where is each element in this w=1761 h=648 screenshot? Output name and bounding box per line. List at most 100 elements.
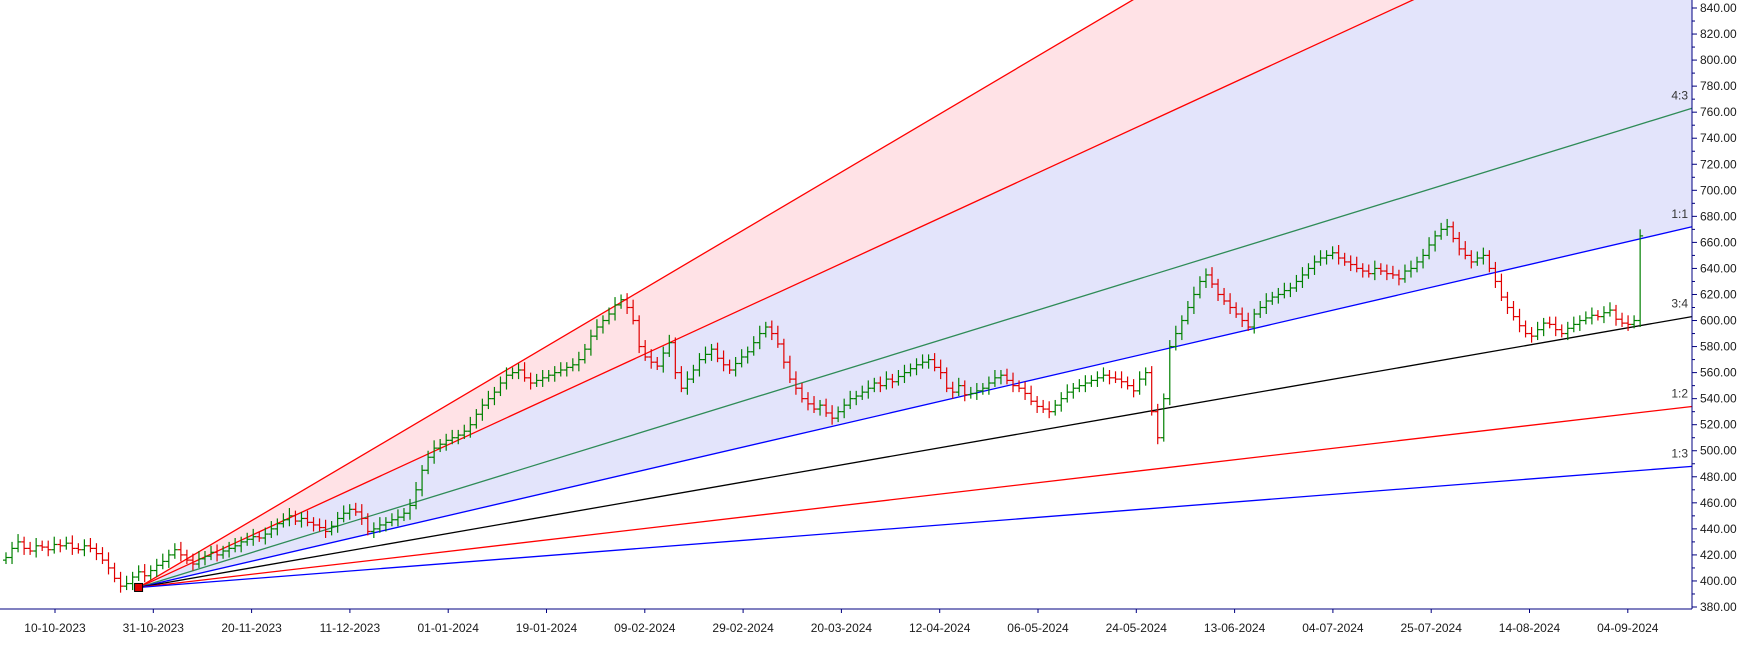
ohlc-bar bbox=[1347, 255, 1354, 272]
ohlc-bar bbox=[1196, 276, 1203, 299]
ohlc-bar bbox=[292, 510, 299, 525]
ohlc-bar bbox=[1540, 317, 1547, 337]
ohlc-bar bbox=[1311, 255, 1318, 275]
y-tick-label: 400.00 bbox=[1700, 574, 1737, 588]
y-tick-label: 760.00 bbox=[1700, 105, 1737, 119]
ohlc-bar bbox=[69, 535, 76, 555]
axes: 380.00 400.00 420.00 440.00 460.00 480.00 500.… bbox=[0, 0, 1737, 635]
y-tick-label: 460.00 bbox=[1700, 496, 1737, 510]
fan-origin-marker bbox=[134, 582, 144, 592]
ohlc-bar bbox=[1414, 256, 1421, 273]
ohlc-bar bbox=[606, 307, 612, 325]
ohlc-bar bbox=[1076, 379, 1083, 393]
ohlc-bar bbox=[678, 366, 685, 393]
ohlc-bar bbox=[937, 359, 944, 380]
ohlc-bar bbox=[750, 336, 757, 356]
ohlc-bar bbox=[1136, 371, 1143, 395]
ohlc-bar bbox=[479, 398, 486, 421]
ohlc-bar bbox=[1438, 222, 1445, 240]
ohlc-bar bbox=[1028, 385, 1035, 406]
ohlc-bar bbox=[1528, 327, 1535, 343]
ohlc-bars bbox=[3, 218, 1644, 593]
fan-line-label: 4:3 bbox=[1671, 88, 1688, 102]
ohlc-bar bbox=[829, 405, 836, 425]
ohlc-bar bbox=[413, 481, 420, 510]
ohlc-bar bbox=[407, 498, 414, 520]
x-tick-label: 11-12-2023 bbox=[320, 621, 381, 635]
ohlc-bar bbox=[853, 390, 860, 406]
x-tick-label: 24-05-2024 bbox=[1106, 621, 1168, 635]
ohlc-bar bbox=[551, 366, 558, 382]
ohlc-bar bbox=[1552, 316, 1559, 337]
ohlc-bar bbox=[732, 356, 739, 377]
ohlc-bar bbox=[473, 409, 480, 429]
ohlc-bar bbox=[322, 519, 329, 538]
ohlc-bar bbox=[280, 513, 287, 528]
ohlc-bar bbox=[370, 522, 377, 538]
ohlc-bar bbox=[1064, 384, 1071, 403]
y-tick-label: 780.00 bbox=[1700, 79, 1737, 93]
y-tick-label: 660.00 bbox=[1700, 235, 1737, 249]
ohlc-bar bbox=[286, 508, 293, 527]
y-tick-label: 580.00 bbox=[1700, 340, 1737, 354]
ohlc-bar bbox=[1619, 312, 1626, 328]
ohlc-bar bbox=[310, 517, 317, 532]
ohlc-bar bbox=[1118, 371, 1125, 389]
ohlc-bar bbox=[738, 349, 745, 368]
ohlc-bar bbox=[1588, 307, 1595, 325]
ohlc-bar bbox=[1576, 315, 1583, 331]
ohlc-bar bbox=[177, 541, 184, 562]
ohlc-bar bbox=[593, 319, 600, 341]
ohlc-bar bbox=[244, 532, 251, 546]
ohlc-bar bbox=[1287, 282, 1294, 298]
ohlc-bar bbox=[1522, 320, 1529, 338]
x-tick-label: 14-08-2024 bbox=[1499, 621, 1561, 635]
ohlc-bar bbox=[232, 537, 239, 553]
ohlc-bar bbox=[1094, 371, 1101, 387]
ohlc-bar bbox=[1016, 380, 1023, 393]
ohlc-bar bbox=[1625, 315, 1632, 331]
ohlc-bar bbox=[298, 511, 305, 528]
ohlc-bar bbox=[1594, 310, 1601, 321]
y-tick-label: 520.00 bbox=[1700, 418, 1737, 432]
ohlc-bar bbox=[171, 543, 178, 559]
ohlc-bar bbox=[1190, 286, 1197, 315]
fan-shaded-regions bbox=[138, 0, 1692, 588]
y-tick-label: 500.00 bbox=[1700, 444, 1737, 458]
ohlc-bar bbox=[93, 543, 100, 561]
ohlc-bar bbox=[569, 358, 576, 372]
ohlc-bar bbox=[708, 343, 715, 361]
ohlc-bar bbox=[961, 380, 968, 402]
ohlc-bar bbox=[208, 545, 215, 561]
ohlc-bar bbox=[901, 364, 908, 384]
ohlc-bar bbox=[1401, 264, 1408, 283]
ohlc-bar bbox=[798, 383, 805, 403]
ohlc-bar bbox=[364, 513, 371, 536]
ohlc-bar bbox=[220, 545, 227, 559]
ohlc-bar bbox=[1377, 263, 1384, 275]
ohlc-bar bbox=[985, 376, 992, 395]
y-tick-label: 560.00 bbox=[1700, 366, 1737, 380]
y-tick-label: 620.00 bbox=[1700, 287, 1737, 301]
ohlc-bar bbox=[195, 551, 202, 568]
ohlc-bar bbox=[1239, 307, 1246, 328]
ohlc-bar bbox=[762, 321, 769, 338]
ohlc-bar bbox=[159, 553, 166, 570]
ohlc-bar bbox=[63, 536, 70, 550]
ohlc-bar bbox=[1341, 252, 1348, 266]
ohlc-bar bbox=[1257, 300, 1264, 318]
ohlc-bar bbox=[1209, 267, 1215, 288]
ohlc-bar bbox=[1299, 267, 1306, 288]
ohlc-bar bbox=[256, 531, 263, 542]
ohlc-bar bbox=[382, 517, 389, 532]
ohlc-bar bbox=[147, 565, 154, 580]
ohlc-bar bbox=[51, 536, 58, 554]
fan-line-6 bbox=[138, 465, 1693, 589]
ohlc-bar bbox=[1245, 312, 1252, 331]
ohlc-bar bbox=[660, 346, 667, 373]
ohlc-bar bbox=[919, 354, 926, 369]
ohlc-bar bbox=[1480, 247, 1487, 265]
ohlc-bar bbox=[624, 293, 631, 315]
ohlc-bar bbox=[587, 329, 594, 356]
ohlc-bar bbox=[443, 433, 450, 451]
